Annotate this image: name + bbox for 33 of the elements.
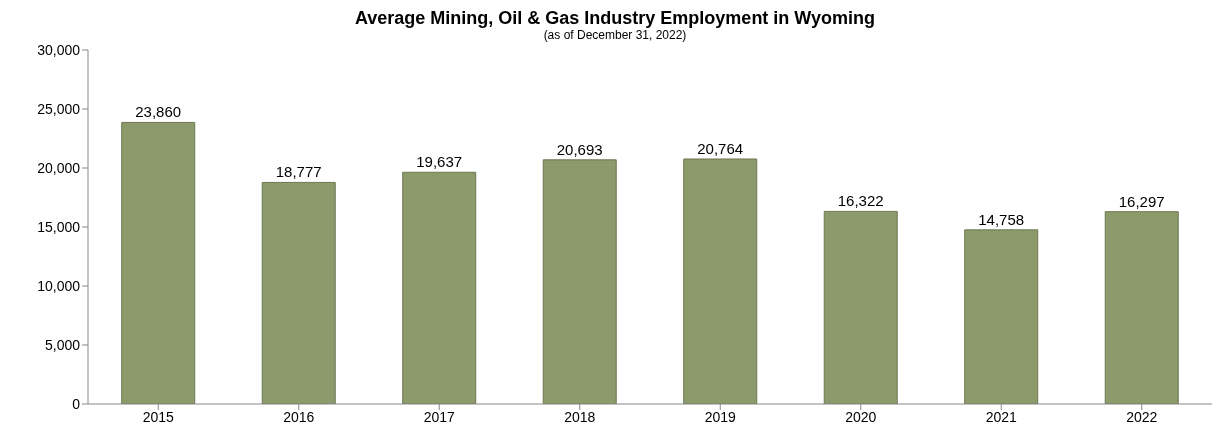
bar (542, 159, 617, 404)
bar (964, 229, 1039, 404)
bar (121, 121, 196, 404)
data-label: 16,322 (837, 192, 884, 210)
bar (402, 171, 477, 404)
chart-title: Average Mining, Oil & Gas Industry Employment in Wyoming (353, 8, 877, 28)
bar (261, 181, 336, 404)
y-tick-label: 15,000 (37, 218, 81, 235)
bar (823, 210, 898, 404)
data-label: 19,637 (416, 153, 463, 171)
x-tick-label: 2018 (564, 408, 596, 425)
bar (1104, 211, 1179, 404)
data-label: 23,860 (135, 103, 182, 121)
y-tick-label: 5,000 (44, 336, 81, 353)
data-label: 16,297 (1118, 192, 1165, 210)
data-label: 20,693 (556, 140, 603, 158)
x-tick-label: 2021 (985, 408, 1018, 425)
y-tick-label: 0 (72, 395, 81, 412)
y-tick-label: 20,000 (37, 159, 81, 176)
bar (683, 158, 758, 404)
y-tick-label: 30,000 (37, 41, 81, 58)
x-tick-label: 2020 (845, 408, 877, 425)
data-label: 20,764 (697, 139, 744, 157)
y-tick-label: 10,000 (37, 277, 81, 294)
x-tick-label: 2017 (423, 408, 456, 425)
chart-subtitle: (as of December 31, 2022) (542, 28, 688, 42)
x-tick-label: 2019 (704, 408, 737, 425)
x-tick-label: 2016 (283, 408, 315, 425)
x-tick-label: 2015 (142, 408, 175, 425)
y-tick-label: 25,000 (37, 100, 81, 117)
x-tick-label: 2022 (1126, 408, 1158, 425)
data-label: 18,777 (275, 163, 322, 181)
data-label: 14,758 (978, 210, 1025, 228)
